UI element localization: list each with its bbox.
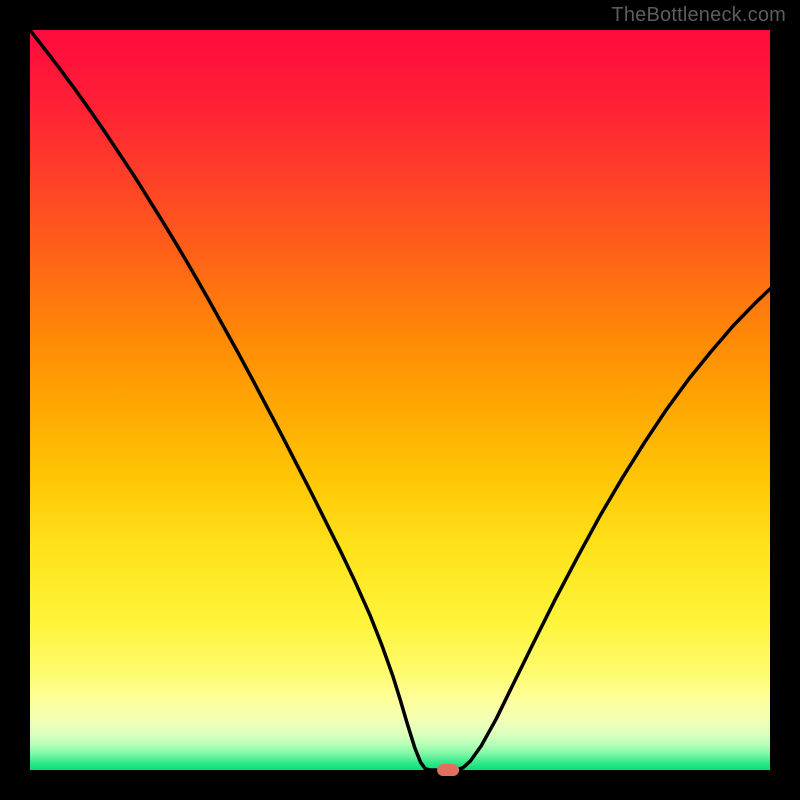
- optimum-marker: [437, 764, 459, 776]
- plot-background: [30, 30, 770, 770]
- bottleneck-chart: [0, 0, 800, 800]
- chart-stage: TheBottleneck.com: [0, 0, 800, 800]
